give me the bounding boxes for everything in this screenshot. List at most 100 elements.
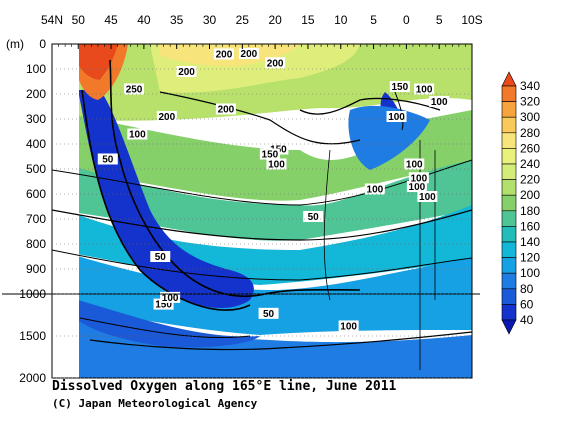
x-tick-label: 10S [461, 13, 482, 27]
contour-label-bg [408, 172, 429, 184]
contour-label-bg [386, 111, 407, 122]
contour-label: 100 [409, 182, 426, 193]
contour-label-bg [429, 96, 450, 107]
contour-label: 200 [267, 58, 284, 69]
contour-label-bg [258, 307, 279, 319]
colorbar-label: 320 [520, 95, 540, 109]
x-tick-label: 40 [137, 13, 151, 27]
colorbar-swatch [501, 272, 517, 290]
contour-label-bg [338, 320, 359, 332]
contour-label: 50 [102, 155, 114, 166]
colorbar-label: 220 [520, 173, 540, 187]
field-low-oxygen-deep [78, 300, 260, 348]
contour-label: 200 [218, 105, 235, 116]
colorbar-swatch [501, 163, 517, 180]
field-equatorial-band [348, 105, 430, 170]
colorbar-label: 60 [520, 297, 534, 311]
y-tick-label: 900 [26, 262, 46, 276]
x-tick-label: 35 [170, 13, 184, 27]
x-tick-label: 5 [436, 13, 443, 27]
contour-label-bg [417, 191, 438, 202]
contour-label: 150 [155, 300, 172, 311]
colorbar-label: 280 [520, 126, 540, 140]
colorbar-label: 120 [520, 251, 540, 265]
contour-label-bg [127, 128, 148, 140]
contour-label: 100 [388, 112, 405, 123]
x-tick-label: 10 [334, 13, 348, 27]
contour-label-bg [176, 66, 197, 77]
contour-label-bg [150, 251, 171, 262]
x-tick-label: 25 [236, 13, 250, 27]
colorbar-label: 300 [520, 110, 540, 124]
contour-label-bg [389, 81, 410, 92]
y-tick-label: 700 [26, 212, 46, 226]
contour-label-bg [160, 291, 181, 303]
contour-label-bg [303, 211, 324, 222]
oxygen-field [52, 44, 472, 378]
contour-label: 100 [268, 160, 285, 171]
contour-label: 50 [308, 212, 320, 223]
colorbar-swatch [501, 132, 517, 149]
x-tick-label: 30 [203, 13, 217, 27]
colorbar-label: 100 [520, 266, 540, 280]
contour-label-bg [404, 158, 425, 170]
field-band-80 [52, 300, 472, 378]
colorbar-swatch [501, 288, 517, 305]
contour-label-bg [414, 83, 435, 95]
colorbar-swatch [501, 210, 517, 227]
contour-label-bg [364, 183, 385, 195]
chart-title: Dissolved Oxygen along 165°E line, June … [52, 379, 397, 394]
contour-label: 100 [340, 321, 357, 332]
colorbar-swatch [501, 241, 517, 258]
contour-label: 200 [241, 49, 258, 60]
contour-label-bg [259, 148, 280, 160]
field-north-cap-rim [79, 44, 128, 100]
contour-label: 100 [162, 293, 179, 304]
contour-label-bg [406, 181, 427, 192]
colorbar-top-arrow [501, 71, 517, 87]
contour-label-bg [156, 111, 177, 122]
y-tick-label: 100 [26, 62, 46, 76]
colorbar-label: 340 [520, 79, 540, 93]
x-axis-ticks: 54N 50 45 40 35 30 25 20 15 10 5 0 5 10S [41, 13, 483, 49]
y-axis-ticks: 100 200 300 400 500 600 700 800 900 1000 1500 2000 0 [19, 37, 472, 385]
x-tick-label: 15 [301, 13, 315, 27]
field-low-oxygen-tongue [78, 90, 254, 309]
colorbar-swatch [501, 148, 517, 165]
contour-label-bg [153, 298, 174, 310]
colorbar-swatch [501, 85, 517, 102]
contour-label: 100 [419, 192, 436, 203]
x-tick-label: 54N [41, 13, 63, 27]
y-tick-label: 800 [26, 237, 46, 251]
y-tick-label: 2000 [19, 371, 46, 385]
y-tick-label: 200 [26, 87, 46, 101]
contour-label: 200 [159, 112, 176, 123]
contour-label: 150 [391, 82, 408, 93]
colorbar-label: 80 [520, 282, 534, 296]
contour-label: 100 [411, 173, 428, 184]
colorbar-label: 140 [520, 235, 540, 249]
colorbar-swatch [501, 304, 517, 321]
y-tick-label: 600 [26, 187, 46, 201]
y-tick-label: 400 [26, 137, 46, 151]
contour-label: 100 [431, 97, 448, 108]
colorbar-label: 40 [520, 313, 534, 327]
colorbar-bottom-arrow [501, 319, 517, 335]
contour-label: 100 [406, 160, 423, 171]
chart-credit: (C) Japan Meteorological Agency [52, 397, 258, 410]
contour-label: 250 [126, 85, 143, 96]
contour-label-bg [238, 48, 259, 59]
x-tick-label: 0 [403, 13, 410, 27]
field-band-100 [52, 248, 472, 335]
colorbar-swatch [501, 257, 517, 274]
contour-label-bg [124, 83, 145, 95]
colorbar-swatch [501, 101, 517, 118]
contour-label: 100 [416, 85, 433, 96]
colorbar-swatch [501, 116, 517, 134]
y-tick-label: 500 [26, 162, 46, 176]
y-tick-label: 1000 [19, 287, 46, 301]
y-tick-label: 300 [26, 112, 46, 126]
y-unit-label: (m) [6, 37, 24, 51]
